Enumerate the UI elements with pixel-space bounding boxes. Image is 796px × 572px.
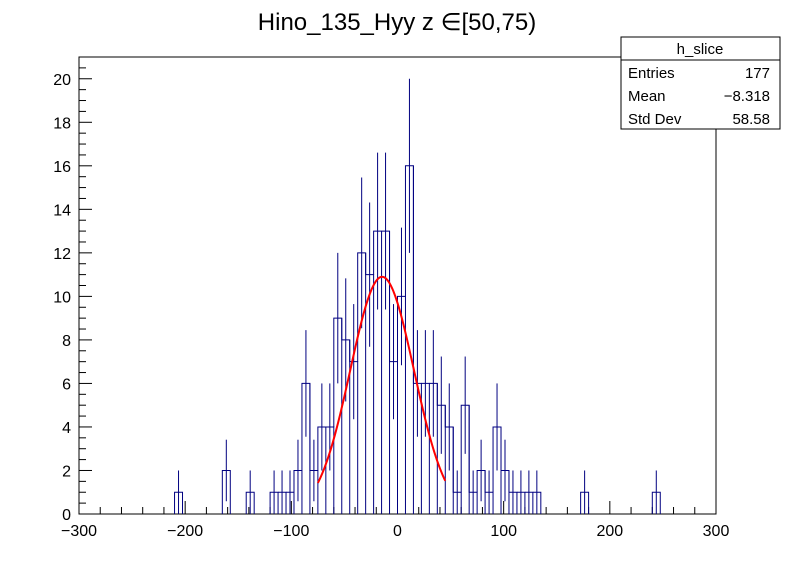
y-tick-label: 6 — [62, 376, 71, 393]
stats-mean-value: −8.318 — [724, 88, 770, 105]
y-tick-label: 2 — [62, 463, 71, 480]
y-tick-label: 18 — [53, 115, 71, 132]
x-tick-label: 300 — [703, 523, 730, 540]
x-tick-label: 100 — [490, 523, 517, 540]
error-bars — [178, 78, 657, 514]
x-tick-label: −200 — [167, 523, 203, 540]
y-tick-label: 12 — [53, 246, 71, 263]
x-tick-label: −300 — [61, 523, 97, 540]
x-tick-label: 0 — [393, 523, 402, 540]
y-tick-label: 8 — [62, 333, 71, 350]
y-tick-label: 0 — [62, 507, 71, 524]
y-tick-label: 20 — [53, 72, 71, 89]
stats-mean-label: Mean — [628, 88, 666, 105]
x-tick-label: −100 — [273, 523, 309, 540]
histogram-bin — [524, 491, 534, 514]
histogram-bin — [381, 230, 391, 514]
y-tick-label: 10 — [53, 289, 71, 306]
chart-title: Hino_135_Hyy z ∈[50,75) — [258, 9, 536, 36]
stats-box: h_slice Entries 177 Mean −8.318 Std Dev … — [620, 36, 781, 130]
stats-box-frame — [620, 36, 781, 130]
gaussian-fit-curve — [316, 275, 447, 484]
stats-entries-label: Entries — [628, 65, 675, 82]
histogram-bin — [532, 491, 542, 514]
stats-entries-value: 177 — [745, 65, 770, 82]
y-tick-label: 16 — [53, 159, 71, 176]
y-tick-label: 14 — [53, 202, 71, 219]
stats-stddev-label: Std Dev — [628, 111, 682, 128]
x-tick-label: 200 — [596, 523, 623, 540]
y-tick-label: 4 — [62, 420, 71, 437]
stats-box-title: h_slice — [677, 41, 724, 58]
stats-stddev-value: 58.58 — [732, 111, 770, 128]
